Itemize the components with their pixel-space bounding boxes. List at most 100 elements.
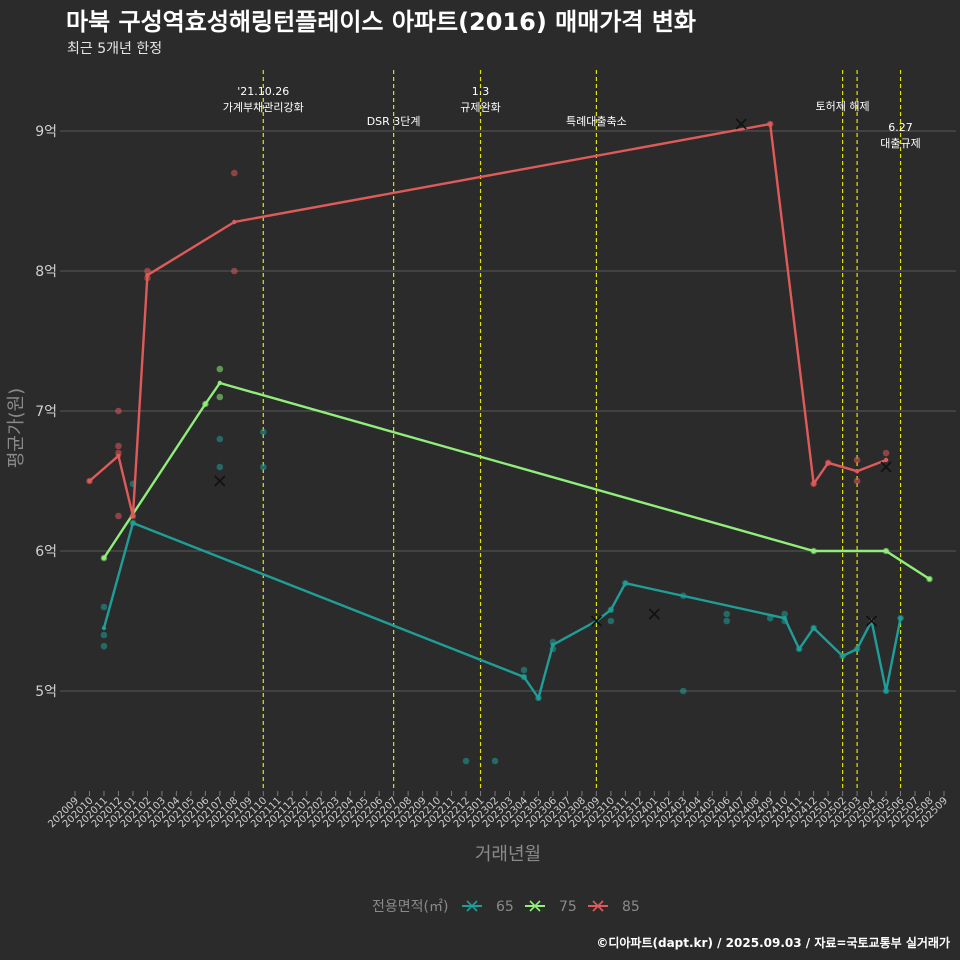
legend-label: 85: [622, 899, 640, 915]
data-point: [100, 603, 108, 611]
cross-marker: [866, 615, 878, 627]
event-label: 6.27: [888, 121, 913, 134]
line-vertex: [883, 688, 889, 694]
line-vertex: [898, 616, 903, 621]
series-line: [102, 521, 902, 700]
data-point: [853, 477, 861, 485]
chart-caption: ©디아파트(dapt.kr) / 2025.09.03 / 자료=국토교통부 실…: [596, 935, 950, 950]
data-point: [115, 407, 122, 415]
line-vertex: [854, 469, 860, 474]
data-point: [100, 642, 108, 650]
line-vertex: [927, 576, 932, 582]
data-point: [144, 267, 151, 275]
chart-subtitle: 최근 5개년 한정: [67, 41, 162, 57]
line-vertex: [608, 607, 614, 612]
legend-key-cross: [529, 900, 541, 912]
series-line: [102, 381, 931, 581]
line-vertex: [854, 646, 860, 652]
line-vertex: [87, 478, 92, 484]
data-point: [723, 617, 731, 625]
cross-marker: [214, 475, 226, 487]
line-vertex: [130, 520, 136, 526]
line-vertex: [145, 273, 150, 278]
legend-key-cross: [592, 900, 604, 912]
cross-marker: [590, 615, 602, 627]
legend: 전용면적(㎡) 65 75 85: [372, 899, 640, 915]
cross-marker: [648, 608, 660, 620]
data-point: [607, 617, 615, 625]
y-tick-label: 6억: [35, 544, 57, 560]
legend-label: 75: [559, 899, 577, 915]
data-point: [216, 435, 224, 443]
event-label: DSR 3단계: [367, 115, 421, 128]
data-series: [86, 118, 933, 765]
legend-key-cross: [466, 900, 478, 912]
data-point: [216, 365, 224, 373]
line-vertex: [130, 513, 136, 519]
line-vertex: [203, 401, 208, 407]
y-tick-label: 7억: [35, 404, 57, 420]
data-point: [882, 449, 890, 457]
line-vertex: [796, 646, 802, 652]
chart-title: 마북 구성역효성해링턴플레이스 아파트(2016) 매매가격 변화: [66, 8, 696, 36]
data-point: [680, 687, 687, 695]
legend-label: 65: [496, 899, 514, 915]
event-label: 특례대출축소: [566, 115, 627, 128]
line-vertex: [825, 460, 831, 465]
line-vertex: [840, 653, 845, 659]
event-label: 1.3: [472, 85, 490, 98]
line-vertex: [550, 642, 556, 647]
data-point: [853, 456, 861, 464]
event-label: 대출규제: [880, 137, 920, 150]
line-vertex: [811, 625, 816, 631]
y-tick-label: 9억: [35, 124, 57, 140]
line-vertex: [232, 219, 237, 225]
line-vertex: [536, 695, 541, 701]
line-vertex: [101, 555, 107, 561]
line-vertex: [811, 481, 816, 486]
y-axis-ticks: 5억 6억 7억 8억 9억: [35, 124, 57, 700]
line-vertex: [521, 674, 527, 680]
series-line: [88, 122, 887, 518]
series-65: [100, 428, 904, 765]
data-point: [231, 169, 238, 177]
data-point: [115, 442, 122, 450]
data-point: [231, 267, 238, 275]
data-point: [520, 666, 528, 674]
data-point: [462, 757, 470, 765]
y-axis-title: 평균가(원): [6, 388, 27, 468]
data-point: [259, 463, 267, 471]
grid-lines: [60, 130, 956, 692]
data-point: [216, 393, 224, 401]
data-point: [723, 610, 731, 618]
data-point: [491, 757, 499, 765]
line-vertex: [811, 548, 816, 554]
line-vertex: [768, 121, 773, 127]
line-vertex: [883, 457, 889, 463]
line-vertex: [782, 616, 787, 621]
event-label: '21.10.26: [237, 85, 289, 98]
x-axis-title: 거래년월: [475, 844, 541, 865]
data-point: [100, 631, 108, 639]
line-vertex: [883, 548, 889, 554]
series-85: [86, 118, 892, 520]
line-vertex: [101, 625, 107, 631]
line-vertex: [217, 380, 223, 386]
cross-marker: [735, 118, 747, 130]
y-tick-label: 5억: [35, 684, 57, 700]
data-point: [216, 463, 224, 471]
data-point: [115, 512, 122, 520]
data-point: [781, 610, 788, 618]
event-label: 토허제 해제: [816, 99, 870, 113]
cross-marker: [880, 461, 892, 473]
event-label: 규제완화: [460, 101, 500, 114]
data-point: [259, 428, 267, 436]
line-vertex: [623, 581, 628, 586]
event-label: 가계부채관리강화: [223, 101, 304, 114]
series-75: [100, 365, 933, 583]
y-tick-label: 8억: [35, 264, 57, 280]
legend-title: 전용면적(㎡): [372, 899, 448, 915]
line-vertex: [116, 453, 121, 458]
